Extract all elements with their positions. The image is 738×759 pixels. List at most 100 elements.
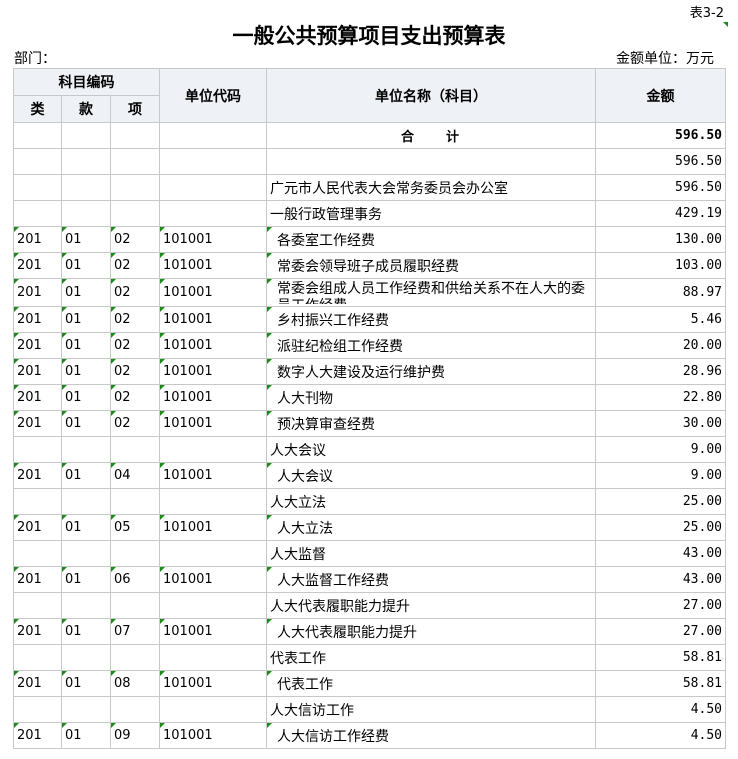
unit-code-cell	[159, 540, 267, 567]
lei-cell: 201	[13, 306, 62, 333]
header-xiang: 项	[110, 95, 160, 123]
kuan-cell	[61, 174, 111, 201]
lei-cell	[13, 488, 62, 515]
lei-cell: 201	[13, 566, 62, 593]
total-label: 合 计	[266, 122, 596, 149]
table-row: 201 01 02 101001 乡村振兴工作经费 5.46	[13, 306, 726, 333]
xiang-cell	[110, 696, 160, 723]
unit-name-cell: 人大信访工作	[266, 696, 596, 723]
lei-cell: 201	[13, 670, 62, 697]
amount-cell: 130.00	[595, 226, 726, 253]
amount-cell: 27.00	[595, 618, 726, 645]
table-row: 代表工作 58.81	[13, 644, 726, 671]
table-row: 201 01 02 101001 数字人大建设及运行维护费 28.96	[13, 358, 726, 385]
unit-name-cell: 广元市人民代表大会常务委员会办公室	[266, 174, 596, 201]
unit-name-cell: 代表工作	[266, 670, 596, 697]
unit-code-cell: 101001	[159, 226, 267, 253]
unit-code-cell: 101001	[159, 722, 267, 749]
unit-name-cell: 一般行政管理事务	[266, 200, 596, 227]
table-row: 人大代表履职能力提升 27.00	[13, 592, 726, 619]
amount-cell: 25.00	[595, 514, 726, 541]
unit-name-cell: 代表工作	[266, 644, 596, 671]
amount-cell: 9.00	[595, 462, 726, 489]
table-row: 2010102101001常委会组成人员工作经费和供给关系不在人大的委员工作经费…	[13, 278, 726, 307]
xiang-cell: 09	[110, 722, 160, 749]
amount-cell: 20.00	[595, 332, 726, 359]
cell-marker	[723, 22, 728, 27]
unit-name-cell: 人大代表履职能力提升	[266, 618, 596, 645]
table-row: 201 01 09 101001 人大信访工作经费 4.50	[13, 722, 726, 749]
amount-unit-label: 金额单位：万元	[616, 51, 714, 67]
xiang-cell: 02	[110, 410, 160, 437]
unit-code-cell: 101001	[159, 306, 267, 333]
unit-name-cell: 乡村振兴工作经费	[266, 306, 596, 333]
amount-cell: 28.96	[595, 358, 726, 385]
table-row: 人大监督 43.00	[13, 540, 726, 567]
table-row: 596.50	[13, 148, 726, 175]
amount-cell: 596.50	[595, 148, 726, 175]
unit-name-cell: 人大代表履职能力提升	[266, 592, 596, 619]
unit-name-cell: 人大信访工作经费	[266, 722, 596, 749]
kuan-cell	[61, 436, 111, 463]
unit-code-cell: 101001	[159, 252, 267, 279]
unit-code-cell	[159, 488, 267, 515]
table-row: 201 01 02 101001 人大刊物 22.80	[13, 384, 726, 411]
lei-cell: 201	[13, 384, 62, 411]
xiang-cell: 02	[110, 384, 160, 411]
unit-name-cell: 预决算审查经费	[266, 410, 596, 437]
amount-cell: 88.97	[595, 278, 726, 307]
kuan-cell: 01	[61, 252, 111, 279]
header-lei: 类	[13, 95, 62, 123]
xiang-cell	[110, 200, 160, 227]
amount-cell: 103.00	[595, 252, 726, 279]
kuan-cell: 01	[61, 358, 111, 385]
lei-cell: 201	[13, 462, 62, 489]
unit-code-cell: 101001	[159, 410, 267, 437]
unit-name-cell: 人大会议	[266, 436, 596, 463]
page-title: 一般公共预算项目支出预算表	[232, 23, 506, 48]
amount-cell: 25.00	[595, 488, 726, 515]
lei-cell: 201	[13, 278, 62, 307]
table-row: 201 01 02 101001 各委室工作经费 130.00	[13, 226, 726, 253]
unit-name-cell: 派驻纪检组工作经费	[266, 332, 596, 359]
lei-cell: 201	[13, 226, 62, 253]
lei-cell: 201	[13, 410, 62, 437]
kuan-cell	[61, 644, 111, 671]
header-unit-name: 单位名称（科目）	[266, 68, 596, 123]
unit-name-cell: 数字人大建设及运行维护费	[266, 358, 596, 385]
table-row: 201 01 02 101001 预决算审查经费 30.00	[13, 410, 726, 437]
amount-cell: 27.00	[595, 592, 726, 619]
lei-cell: 201	[13, 722, 62, 749]
xiang-cell	[110, 174, 160, 201]
xiang-cell	[110, 436, 160, 463]
xiang-cell: 08	[110, 670, 160, 697]
xiang-cell	[110, 148, 160, 175]
xiang-cell: 07	[110, 618, 160, 645]
kuan-cell: 01	[61, 722, 111, 749]
unit-code-cell	[159, 148, 267, 175]
lei-cell	[13, 148, 62, 175]
unit-name-cell: 人大立法	[266, 488, 596, 515]
amount-cell: 5.46	[595, 306, 726, 333]
budget-table: 科目编码 单位代码 单位名称（科目） 金额 类 款 项 合 计 596.50 5…	[13, 68, 726, 749]
lei-cell: 201	[13, 358, 62, 385]
amount-cell: 429.19	[595, 200, 726, 227]
lei-cell	[13, 592, 62, 619]
unit-code-cell: 101001	[159, 278, 267, 307]
unit-code-cell	[159, 174, 267, 201]
unit-name-cell: 各委室工作经费	[266, 226, 596, 253]
kuan-cell: 01	[61, 226, 111, 253]
lei-cell: 201	[13, 252, 62, 279]
xiang-cell	[110, 488, 160, 515]
amount-cell: 22.80	[595, 384, 726, 411]
xiang-cell: 02	[110, 358, 160, 385]
unit-code-cell	[159, 592, 267, 619]
kuan-cell: 01	[61, 384, 111, 411]
lei-cell: 201	[13, 332, 62, 359]
table-number: 表3-2	[689, 6, 724, 21]
lei-cell	[13, 696, 62, 723]
xiang-cell	[110, 592, 160, 619]
kuan-cell: 01	[61, 618, 111, 645]
amount-cell: 4.50	[595, 722, 726, 749]
table-row: 人大立法 25.00	[13, 488, 726, 515]
